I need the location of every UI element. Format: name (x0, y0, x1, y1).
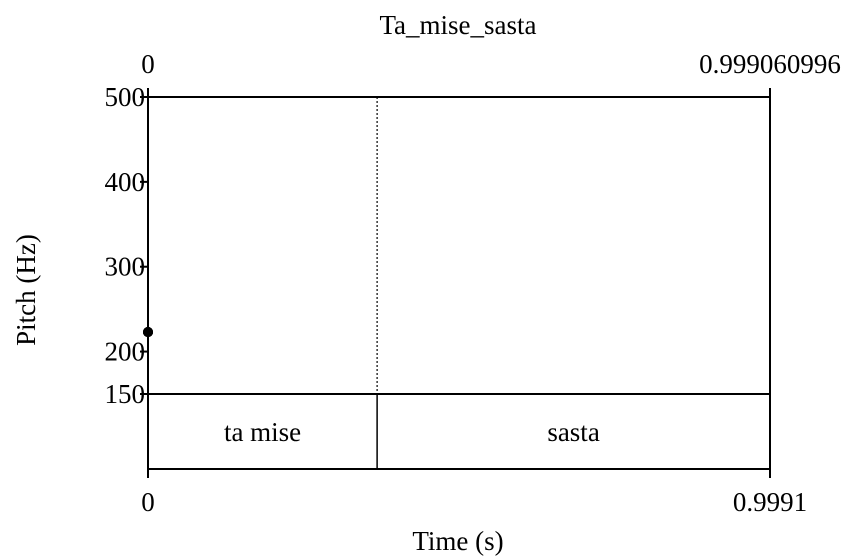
y-tick-label: 300 (105, 252, 146, 282)
bottom-axis-right-label: 0.9991 (733, 487, 807, 517)
tier-label-ta-mise: ta mise (224, 417, 301, 447)
y-tick-label: 400 (105, 167, 146, 197)
y-tick-label: 150 (105, 379, 146, 409)
textgrid-tier: ta mise sasta (147, 394, 771, 470)
y-axis-ticks: 500 400 300 200 150 (105, 82, 148, 409)
x-axis-label: Time (s) (412, 526, 503, 556)
y-axis-label: Pitch (Hz) (11, 234, 41, 346)
pitch-point (143, 327, 153, 338)
bottom-axis-left-label: 0 (141, 487, 155, 517)
y-tick-label: 200 (105, 337, 146, 367)
top-axis-left-label: 0 (141, 49, 155, 79)
chart-title: Ta_mise_sasta (379, 10, 536, 40)
plot-frame (147, 96, 771, 395)
y-tick-label: 500 (105, 82, 146, 112)
tier-label-sasta: sasta (547, 417, 600, 447)
pitch-points (143, 327, 153, 338)
top-axis-right-label: 0.999060996 (699, 49, 841, 79)
